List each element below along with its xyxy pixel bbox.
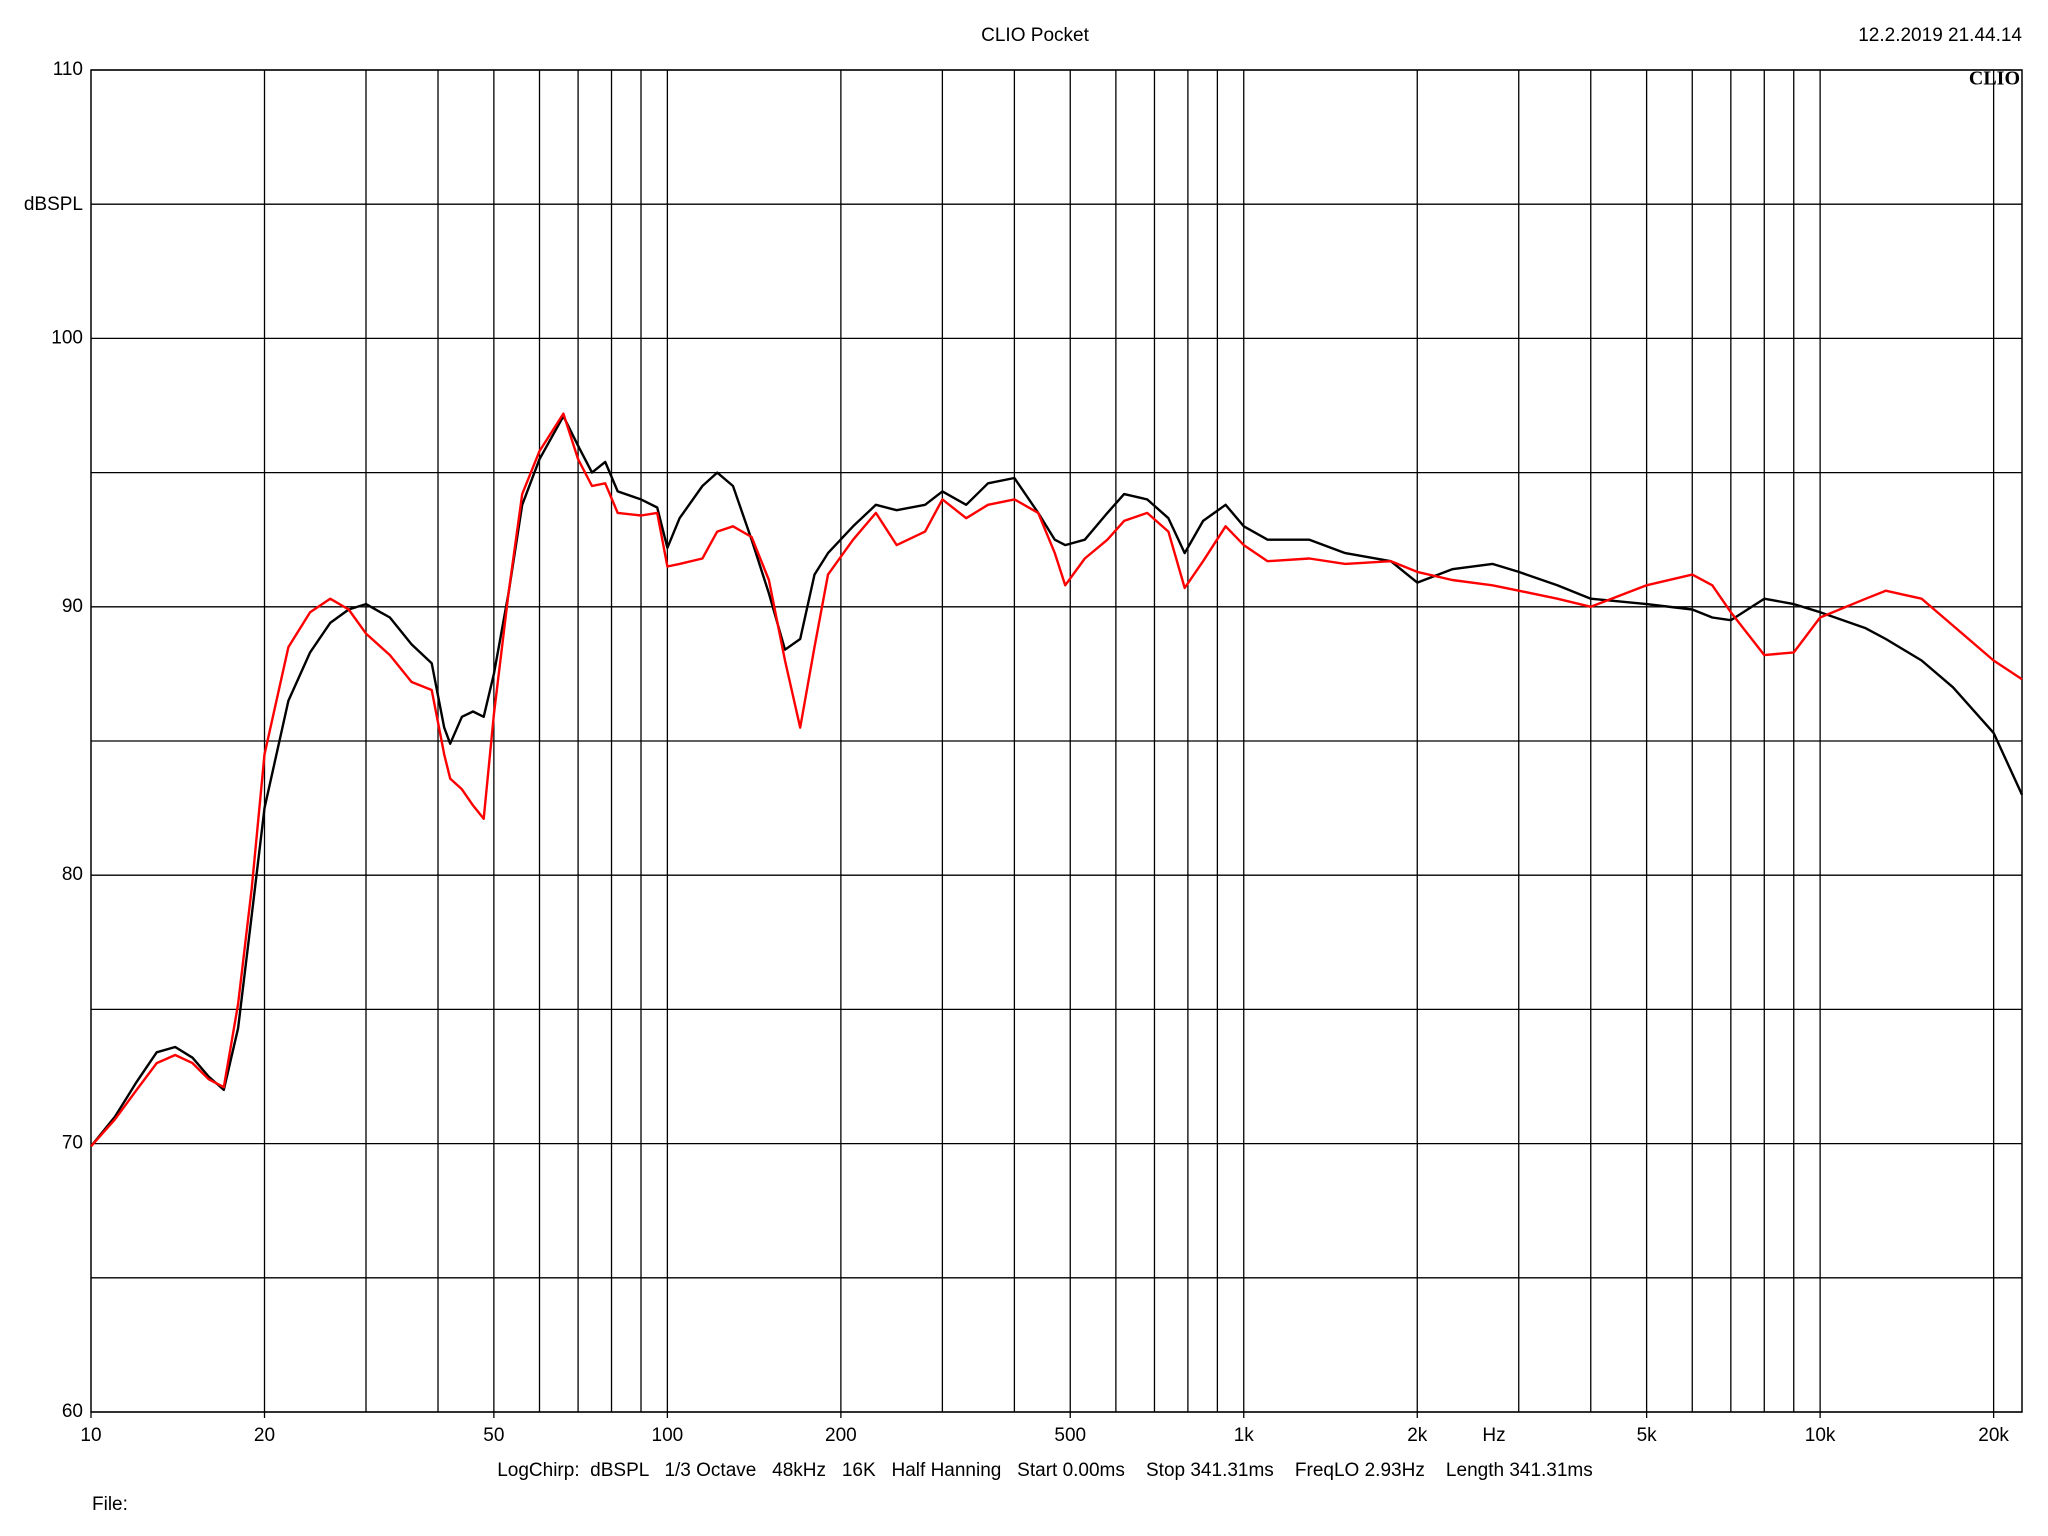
y-tick-label: 70: [62, 1133, 83, 1154]
x-tick-label: 20: [254, 1425, 275, 1446]
file-label: File:: [92, 1494, 128, 1515]
chart-title: CLIO Pocket: [981, 25, 1089, 46]
x-tick-label: 10k: [1805, 1425, 1836, 1446]
logo: CLIO: [1969, 68, 2020, 90]
y-tick-label: 100: [51, 327, 83, 348]
x-tick-label: 200: [825, 1425, 857, 1446]
y-tick-label: 80: [62, 864, 83, 885]
x-tick-label: 1k: [1234, 1425, 1255, 1446]
x-tick-label: 500: [1054, 1425, 1086, 1446]
series-line: [90, 415, 2024, 1148]
x-axis-label: Hz: [1482, 1425, 1505, 1446]
series-line: [90, 412, 2023, 1148]
x-tick-label: 20k: [1978, 1425, 2009, 1446]
x-tick-label: 5k: [1637, 1425, 1658, 1446]
y-tick-label: 110: [53, 59, 83, 80]
x-tick-label: 50: [483, 1425, 504, 1446]
y-tick-label: 90: [62, 596, 83, 617]
x-tick-label: 2k: [1407, 1425, 1428, 1446]
y-axis-label: dBSPL: [24, 194, 83, 215]
x-tick-label: 100: [652, 1425, 684, 1446]
timestamp: 12.2.2019 21.44.14: [1858, 25, 2022, 46]
x-tick-label: 10: [80, 1425, 101, 1446]
footer: LogChirp: dBSPL 1/3 Octave 48kHz 16K Hal…: [497, 1460, 1593, 1481]
y-tick-label: 60: [62, 1401, 83, 1422]
